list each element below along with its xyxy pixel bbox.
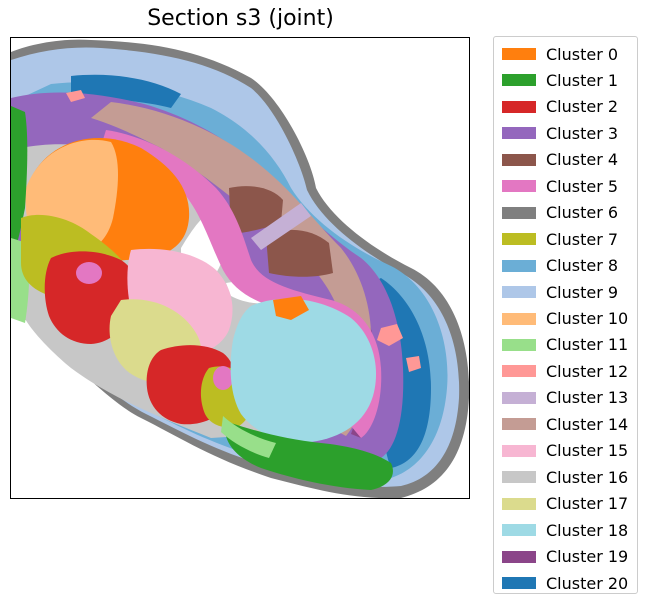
legend-item: Cluster 14 xyxy=(502,414,628,434)
legend-label: Cluster 1 xyxy=(546,70,619,90)
legend-label: Cluster 8 xyxy=(546,256,619,276)
legend-label: Cluster 2 xyxy=(546,97,619,117)
legend-label: Cluster 20 xyxy=(546,573,629,593)
legend-swatch xyxy=(502,312,536,325)
legend-swatch xyxy=(502,153,536,166)
legend-swatch xyxy=(502,259,536,272)
legend-label: Cluster 14 xyxy=(546,414,629,434)
legend-label: Cluster 0 xyxy=(546,44,619,64)
legend-swatch xyxy=(502,180,536,193)
legend-item: Cluster 2 xyxy=(502,97,618,117)
region-cluster-20 xyxy=(71,74,181,108)
legend-item: Cluster 5 xyxy=(502,176,618,196)
legend-label: Cluster 5 xyxy=(546,176,619,196)
legend-item: Cluster 15 xyxy=(502,441,628,461)
legend-item: Cluster 13 xyxy=(502,388,628,408)
legend-swatch xyxy=(502,471,536,484)
legend-item: Cluster 4 xyxy=(502,150,618,170)
legend-item: Cluster 19 xyxy=(502,547,628,567)
legend-label: Cluster 17 xyxy=(546,494,629,514)
legend-swatch xyxy=(502,48,536,60)
legend-swatch xyxy=(502,418,536,431)
tissue-section-image xyxy=(11,39,469,498)
region-cluster-18 xyxy=(230,298,377,443)
legend-item: Cluster 18 xyxy=(502,520,628,540)
legend-label: Cluster 6 xyxy=(546,203,619,223)
legend-label: Cluster 18 xyxy=(546,520,629,540)
legend-swatch xyxy=(502,286,536,299)
cluster-legend: Cluster 0 Cluster 1 Cluster 2 Cluster 3 Clus… xyxy=(493,36,638,594)
legend-item: Cluster 10 xyxy=(502,309,628,329)
region-cluster-5 xyxy=(101,130,382,438)
legend-label: Cluster 4 xyxy=(546,150,619,170)
legend-label: Cluster 19 xyxy=(546,547,629,567)
tissue-cluster-map xyxy=(10,37,470,499)
legend-label: Cluster 11 xyxy=(546,335,629,355)
legend-label: Cluster 3 xyxy=(546,123,619,143)
legend-label: Cluster 9 xyxy=(546,282,619,302)
legend-swatch xyxy=(502,338,536,351)
region-cluster-12 xyxy=(377,324,403,346)
legend-item: Cluster 7 xyxy=(502,229,618,249)
legend-swatch xyxy=(502,100,536,113)
legend-swatch xyxy=(502,550,536,563)
legend-label: Cluster 15 xyxy=(546,441,629,461)
legend-label: Cluster 12 xyxy=(546,361,629,381)
legend-swatch xyxy=(502,524,536,537)
legend-item: Cluster 16 xyxy=(502,467,628,487)
legend-item: Cluster 3 xyxy=(502,123,618,143)
legend-label: Cluster 13 xyxy=(546,388,629,408)
legend-swatch xyxy=(502,127,536,140)
region-cluster-4 xyxy=(229,186,283,234)
legend-item: Cluster 0 xyxy=(502,44,618,64)
legend-swatch xyxy=(502,577,536,589)
legend-item: Cluster 1 xyxy=(502,70,618,90)
legend-swatch xyxy=(502,233,536,246)
region-cluster-1 xyxy=(11,106,28,258)
legend-label: Cluster 7 xyxy=(546,229,619,249)
legend-item: Cluster 17 xyxy=(502,494,628,514)
legend-swatch xyxy=(502,444,536,457)
plot-title: Section s3 (joint) xyxy=(147,6,334,31)
legend-swatch xyxy=(502,497,536,510)
legend-swatch xyxy=(502,206,536,219)
legend-swatch xyxy=(502,74,536,87)
legend-item: Cluster 20 xyxy=(502,573,628,593)
legend-item: Cluster 8 xyxy=(502,256,618,276)
legend-item: Cluster 6 xyxy=(502,203,618,223)
legend-label: Cluster 10 xyxy=(546,309,629,328)
legend-item: Cluster 9 xyxy=(502,282,618,302)
legend-swatch xyxy=(502,391,536,404)
legend-swatch xyxy=(502,365,536,378)
legend-item: Cluster 11 xyxy=(502,335,628,355)
legend-label: Cluster 16 xyxy=(546,467,629,487)
legend-item: Cluster 12 xyxy=(502,361,628,381)
